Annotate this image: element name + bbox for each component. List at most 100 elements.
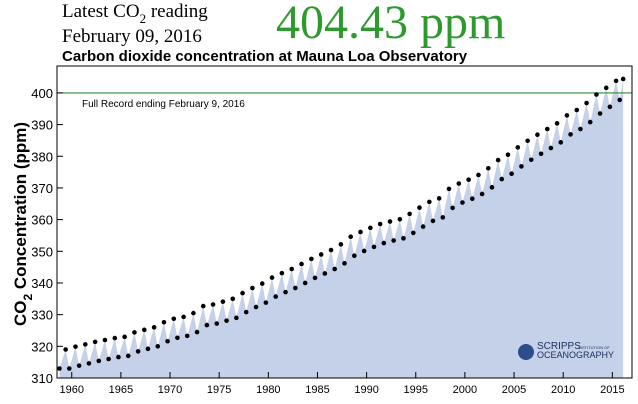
data-point bbox=[420, 224, 426, 229]
data-point bbox=[381, 240, 387, 246]
x-tick-label: 2015 bbox=[600, 384, 624, 396]
data-point bbox=[613, 78, 619, 84]
logo-text: OCEANOGRAPHY bbox=[537, 350, 614, 360]
x-tick-label: 2010 bbox=[551, 384, 575, 396]
data-point bbox=[564, 113, 570, 118]
data-point bbox=[96, 358, 102, 364]
y-axis-label: CO2 Concentration (ppm) bbox=[11, 122, 35, 326]
data-point bbox=[509, 171, 514, 176]
data-point bbox=[427, 199, 432, 205]
data-point bbox=[548, 145, 554, 151]
y-tick-label: 330 bbox=[31, 308, 53, 323]
data-point bbox=[440, 215, 446, 220]
data-point bbox=[495, 157, 501, 163]
data-point bbox=[63, 347, 68, 352]
data-point bbox=[407, 211, 412, 217]
data-point bbox=[466, 177, 471, 183]
data-point bbox=[151, 325, 157, 330]
data-point bbox=[112, 335, 118, 341]
data-point bbox=[594, 92, 599, 97]
data-point bbox=[342, 261, 347, 266]
data-point bbox=[568, 132, 573, 137]
data-point bbox=[200, 303, 206, 309]
x-tick-label: 1965 bbox=[109, 384, 133, 396]
data-point bbox=[243, 309, 249, 315]
data-point bbox=[456, 181, 462, 186]
data-point bbox=[312, 275, 318, 281]
data-point bbox=[338, 242, 344, 247]
data-point bbox=[544, 126, 550, 132]
data-point bbox=[220, 299, 226, 304]
data-point bbox=[489, 185, 495, 190]
data-point bbox=[352, 253, 357, 259]
data-point bbox=[578, 126, 583, 132]
data-point bbox=[106, 356, 111, 362]
data-point bbox=[538, 151, 544, 157]
data-point bbox=[214, 321, 220, 326]
data-point bbox=[499, 176, 505, 182]
data-point bbox=[230, 296, 236, 302]
data-point bbox=[175, 335, 180, 341]
data-point bbox=[620, 76, 626, 82]
data-point bbox=[485, 166, 491, 171]
data-point bbox=[161, 319, 167, 325]
data-point bbox=[515, 145, 521, 150]
data-point bbox=[558, 140, 564, 145]
data-point bbox=[401, 236, 406, 241]
data-point bbox=[171, 316, 177, 322]
chart-title: Carbon dioxide concentration at Mauna Lo… bbox=[62, 48, 468, 65]
data-point bbox=[269, 275, 275, 280]
data-point bbox=[587, 119, 593, 125]
data-point bbox=[436, 196, 442, 201]
data-point bbox=[505, 152, 511, 157]
data-point bbox=[318, 252, 324, 257]
data-point bbox=[450, 205, 455, 211]
data-point bbox=[597, 111, 603, 116]
y-tick-label: 390 bbox=[31, 118, 53, 133]
data-point bbox=[387, 219, 393, 224]
data-point bbox=[204, 322, 210, 328]
data-point bbox=[535, 132, 540, 138]
label-sub: 2 bbox=[140, 11, 147, 26]
reading-date: February 09, 2016 bbox=[62, 26, 202, 47]
data-point bbox=[184, 333, 190, 339]
data-point bbox=[135, 349, 141, 354]
plot-area: Full Record ending February 9, 2016 bbox=[56, 65, 633, 379]
y-tick-label: 360 bbox=[31, 213, 53, 228]
data-point bbox=[116, 354, 121, 360]
data-point bbox=[259, 281, 265, 286]
y-tick-label: 350 bbox=[31, 244, 53, 259]
data-point bbox=[361, 248, 367, 254]
data-point bbox=[86, 361, 92, 366]
data-point bbox=[181, 314, 186, 320]
x-tick-label: 1980 bbox=[256, 384, 280, 396]
logo-text: SCRIPPS bbox=[537, 341, 581, 352]
data-point bbox=[430, 218, 436, 224]
data-point bbox=[253, 304, 259, 310]
plot-frame bbox=[56, 65, 633, 379]
reading-label: Latest CO2 reading bbox=[62, 1, 208, 26]
data-point bbox=[417, 205, 422, 210]
label-part: Latest CO bbox=[62, 1, 140, 22]
x-tick-label: 2000 bbox=[453, 384, 477, 396]
data-point bbox=[155, 344, 161, 349]
data-point bbox=[574, 107, 580, 113]
data-point bbox=[240, 290, 245, 296]
data-point bbox=[371, 244, 377, 250]
data-point bbox=[293, 285, 298, 291]
data-point bbox=[125, 353, 131, 359]
data-point bbox=[607, 104, 613, 110]
logo-icon bbox=[518, 344, 534, 360]
data-point bbox=[224, 318, 229, 323]
data-point bbox=[528, 157, 534, 163]
data-point bbox=[289, 266, 295, 272]
data-point bbox=[348, 234, 353, 240]
data-point bbox=[234, 315, 239, 321]
label-part: Concentration (ppm) bbox=[11, 122, 30, 294]
data-point bbox=[194, 329, 200, 335]
data-point bbox=[66, 366, 72, 371]
data-point bbox=[141, 327, 147, 333]
data-point bbox=[322, 271, 328, 276]
data-point bbox=[603, 85, 609, 91]
y-tick-label: 320 bbox=[31, 339, 53, 354]
